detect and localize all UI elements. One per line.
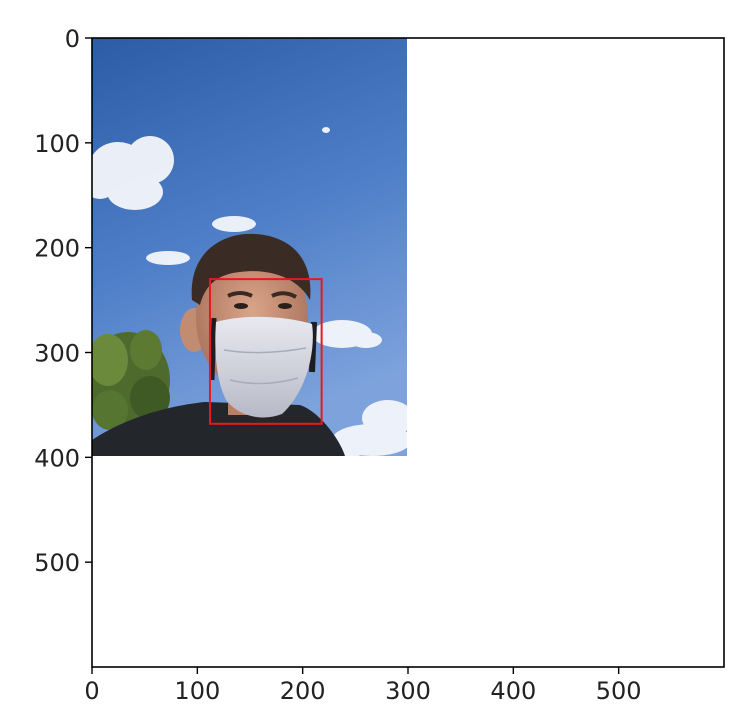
photo-image [92,38,407,456]
y-tick-label: 0 [65,25,80,53]
face-bounding-box [208,278,323,425]
y-tick-label: 100 [34,130,80,158]
x-tick-label: 400 [490,677,536,705]
hair-shape [191,233,311,305]
x-tick-label: 100 [174,677,220,705]
x-tick-label: 500 [596,677,642,705]
x-tick-label: 300 [385,677,431,705]
y-tick-label: 300 [34,340,80,368]
tree-shape [92,330,170,430]
y-tick-label: 500 [34,549,80,577]
face-mask-shape [215,316,313,418]
annotation-layer [208,278,323,425]
x-tick-label: 0 [84,677,99,705]
x-tick-label: 200 [280,677,326,705]
y-tick-label: 400 [34,444,80,472]
shirt-shape [92,402,345,456]
tick-layer: 0 100 200 300 400 500 0 100 200 300 400 500 [34,25,641,705]
y-tick-label: 200 [34,235,80,263]
